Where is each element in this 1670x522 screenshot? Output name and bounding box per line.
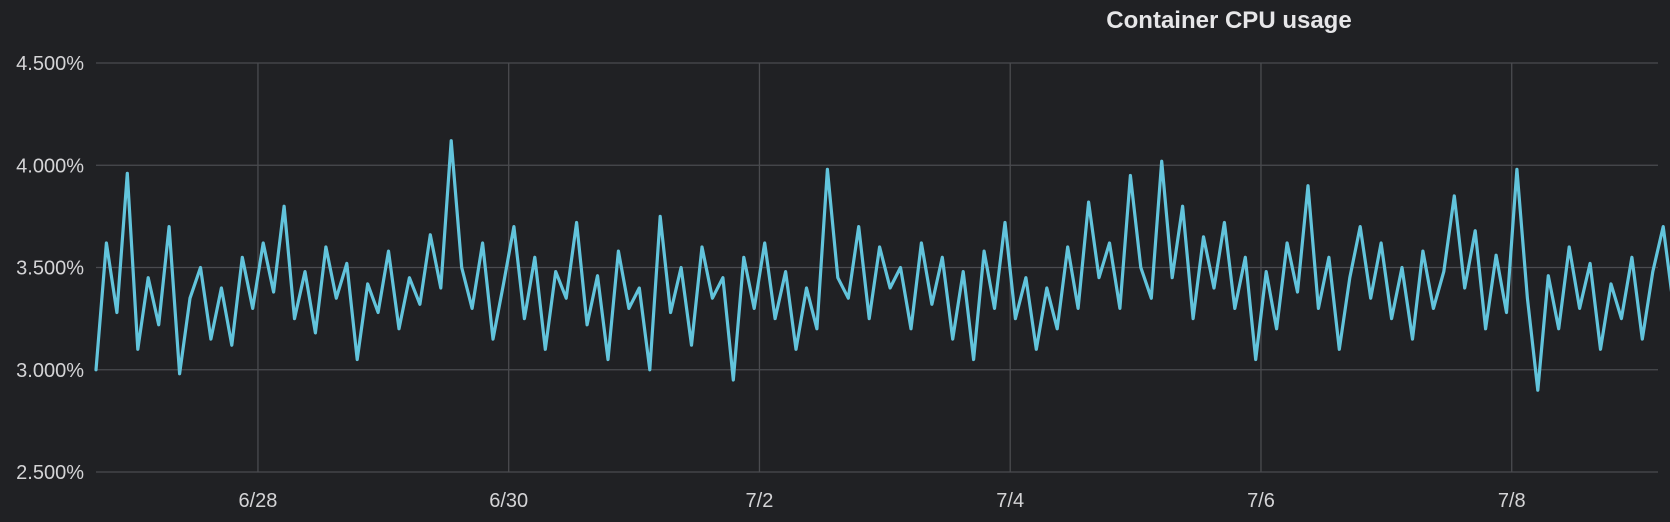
chart-title: Container CPU usage [1106, 7, 1351, 34]
y-tick-label: 3.500% [16, 258, 84, 280]
series-line-cpu-usage [94, 139, 1670, 392]
y-tick-label: 2.500% [16, 462, 84, 484]
x-tick-label: 7/8 [1498, 490, 1526, 512]
y-tick-label: 3.000% [16, 360, 84, 382]
plot-series [94, 139, 1670, 392]
x-tick-label: 7/6 [1247, 490, 1275, 512]
x-tick-label: 6/28 [238, 490, 277, 512]
y-tick-label: 4.000% [16, 155, 84, 177]
x-tick-label: 7/2 [746, 490, 774, 512]
y-tick-label: 4.500% [16, 53, 84, 75]
y-axis: 2.500% 3.000% 3.500% 4.000% 4.500% [16, 53, 84, 484]
x-tick-label: 6/30 [489, 490, 528, 512]
x-axis: 6/28 6/30 7/2 7/4 7/6 7/8 [238, 490, 1525, 512]
x-tick-label: 7/4 [996, 490, 1024, 512]
